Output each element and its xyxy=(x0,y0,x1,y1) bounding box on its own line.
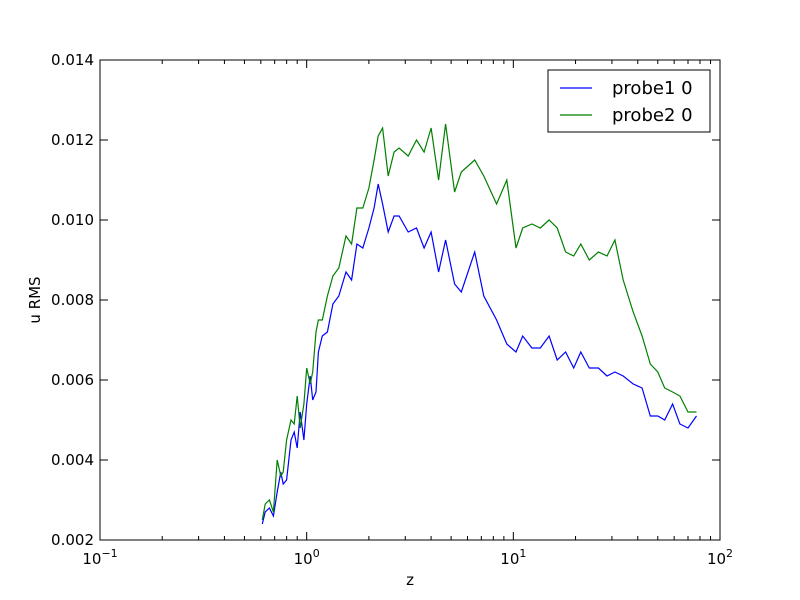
y-tick-label: 0.012 xyxy=(51,131,94,149)
legend-label-2: probe2 0 xyxy=(612,105,693,126)
y-tick-label: 0.008 xyxy=(51,291,94,309)
legend: probe1 0 probe2 0 xyxy=(547,69,711,133)
series-line-2 xyxy=(261,123,697,521)
x-axis-label: z xyxy=(406,571,414,589)
plot-area xyxy=(99,59,721,541)
y-tick-label: 0.004 xyxy=(51,451,94,469)
legend-frame xyxy=(547,69,711,133)
series-layer xyxy=(261,123,697,525)
y-tick-label: 0.014 xyxy=(51,51,94,69)
y-tick-label: 0.010 xyxy=(51,211,94,229)
x-tick-label: 100 xyxy=(294,547,320,568)
axes-frame xyxy=(99,59,721,541)
x-tick-label: 10−1 xyxy=(82,547,117,568)
x-tick-label: 102 xyxy=(707,547,733,568)
legend-label-1: probe1 0 xyxy=(612,78,693,99)
y-axis-label: u RMS xyxy=(26,276,44,323)
y-tick-label: 0.002 xyxy=(51,531,94,549)
y-tick-label: 0.006 xyxy=(51,371,94,389)
series-line-1 xyxy=(261,183,697,525)
x-tick-label: 101 xyxy=(500,547,526,568)
